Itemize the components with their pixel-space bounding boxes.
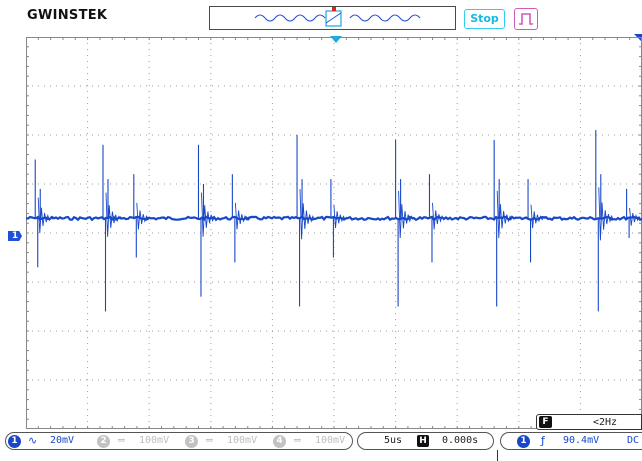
frequency-badge: F	[539, 416, 552, 428]
spike-ringing	[333, 204, 349, 229]
dc-coupling-icon: ═	[118, 434, 125, 447]
frequency-value: <2Hz	[593, 417, 618, 428]
spike-burst	[330, 179, 349, 258]
channel3-scale[interactable]: 100mV	[227, 435, 258, 446]
pulse-trigger-icon	[519, 13, 533, 25]
waveform-display	[26, 37, 642, 429]
spike-burst	[133, 174, 152, 258]
spike-ringing	[37, 197, 53, 234]
trigger-coupling[interactable]: DC	[627, 435, 640, 446]
timebase-status-group[interactable]: 5us H 0.000s	[357, 432, 494, 450]
trace-baseline	[26, 215, 642, 222]
trigger-status-group[interactable]: 1 ƒ 90.4mV DC	[500, 432, 642, 450]
spike-ringing	[234, 202, 251, 230]
channel4-scale[interactable]: 100mV	[315, 435, 346, 446]
dc-coupling-icon: ═	[206, 434, 213, 447]
channel1-ground-marker[interactable]: 1	[8, 231, 22, 241]
spike-burst	[493, 139, 513, 307]
brand-logo: GWINSTEK	[27, 8, 108, 23]
channel2-number-badge[interactable]: 2	[97, 435, 110, 448]
spike-ringing	[598, 187, 614, 241]
trigger-position-marker[interactable]	[330, 36, 342, 43]
spike-ringing	[136, 202, 152, 230]
channel3-number-badge[interactable]: 3	[185, 435, 198, 448]
memory-window-overview[interactable]	[209, 6, 456, 30]
grid-border	[26, 37, 642, 429]
spike-burst	[197, 144, 217, 297]
waveform-plot	[26, 37, 642, 429]
status-divider-tick	[497, 450, 498, 461]
horizontal-mode-badge: H	[417, 435, 429, 447]
horizontal-position[interactable]: 0.000s	[442, 435, 479, 446]
spike-ringing	[105, 192, 121, 237]
spike-burst	[34, 159, 53, 268]
spike-ringing	[201, 192, 217, 237]
spike-burst	[296, 135, 315, 307]
channel-status-group[interactable]: 1 ∿ 20mV 2 ═ 100mV 3 ═ 100mV 4 ═ 100mV	[5, 432, 353, 450]
channel2-scale[interactable]: 100mV	[139, 435, 170, 446]
spike-burst	[527, 179, 546, 263]
trigger-source-badge[interactable]: 1	[517, 435, 530, 448]
trigger-level[interactable]: 90.4mV	[563, 435, 600, 446]
channel4-number-badge[interactable]: 4	[273, 435, 286, 448]
dc-coupling-icon: ═	[294, 434, 301, 447]
ac-coupling-icon: ∿	[28, 434, 38, 447]
memory-waveform-icon	[254, 7, 421, 27]
run-stop-button[interactable]: Stop	[464, 9, 505, 29]
spike-burst	[102, 144, 121, 312]
channel1-number-badge[interactable]: 1	[8, 435, 21, 448]
channel1-scale[interactable]: 20mV	[50, 435, 75, 446]
spike-ringing	[432, 202, 448, 230]
spike-burst	[395, 139, 414, 307]
timebase-scale[interactable]: 5us	[384, 435, 403, 446]
frequency-counter: F <2Hz	[536, 414, 642, 430]
spike-burst	[231, 174, 251, 263]
spike-ringing	[299, 189, 315, 240]
spike-burst	[595, 130, 614, 312]
rising-edge-icon: ƒ	[541, 434, 545, 447]
spike-ringing	[496, 190, 513, 239]
trigger-status-button[interactable]	[514, 8, 538, 30]
spike-ringing	[398, 190, 414, 239]
spike-burst	[428, 174, 448, 263]
spike-ringing	[530, 204, 546, 229]
